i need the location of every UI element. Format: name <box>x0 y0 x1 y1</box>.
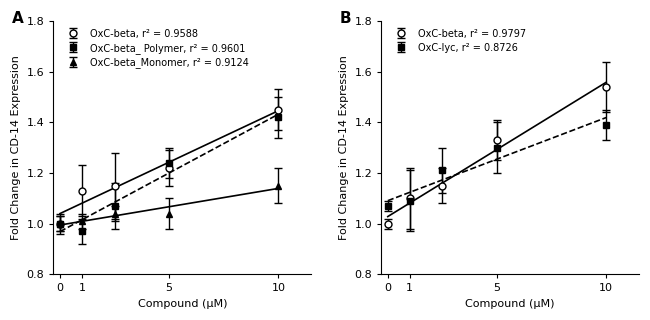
Legend: OxC-beta, r² = 0.9797, OxC-lyc, r² = 0.8726: OxC-beta, r² = 0.9797, OxC-lyc, r² = 0.8… <box>386 26 529 56</box>
Text: B: B <box>340 11 352 26</box>
Legend: OxC-beta, r² = 0.9588, OxC-beta_ Polymer, r² = 0.9601, OxC-beta_Monomer, r² = 0.: OxC-beta, r² = 0.9588, OxC-beta_ Polymer… <box>58 26 252 71</box>
Text: A: A <box>12 11 24 26</box>
Y-axis label: Fold Change in CD-14 Expression: Fold Change in CD-14 Expression <box>11 55 21 240</box>
X-axis label: Compound (μM): Compound (μM) <box>138 299 227 309</box>
X-axis label: Compound (μM): Compound (μM) <box>465 299 555 309</box>
Y-axis label: Fold Change in CD-14 Expression: Fold Change in CD-14 Expression <box>339 55 349 240</box>
